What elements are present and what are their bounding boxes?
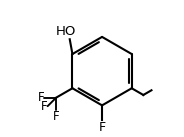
Text: F: F (53, 110, 59, 123)
Text: F: F (98, 121, 106, 134)
Text: HO: HO (56, 25, 76, 38)
Text: F: F (41, 100, 48, 113)
Text: F: F (37, 91, 44, 104)
